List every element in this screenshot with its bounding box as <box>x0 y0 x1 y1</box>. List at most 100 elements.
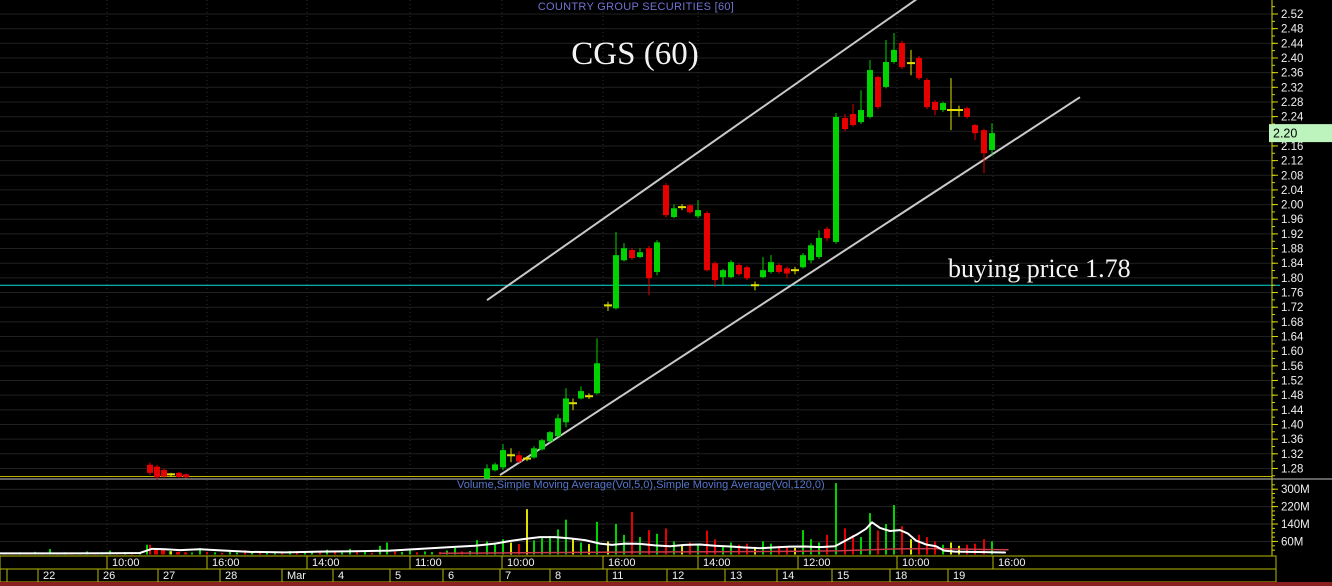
volume-bar <box>266 552 268 555</box>
candle-body <box>547 432 553 442</box>
candle-body <box>972 125 978 134</box>
time-cell-label: 14:00 <box>703 557 731 569</box>
time-cell-label: 16:00 <box>212 557 240 569</box>
time-cell-label: 12:00 <box>803 557 831 569</box>
price-axis-label: 2.04 <box>1281 185 1304 197</box>
time-cell-label: 10:00 <box>902 557 930 569</box>
volume-bar <box>639 537 641 555</box>
volume-bar <box>681 544 683 555</box>
date-cell-label: 7 <box>505 570 511 582</box>
price-axis-label: 2.52 <box>1281 9 1303 21</box>
price-axis-label: 1.32 <box>1281 449 1303 461</box>
date-cell-label: 12 <box>672 570 684 582</box>
volume-bar <box>510 542 512 555</box>
last-price-tag-bg <box>1269 124 1332 143</box>
volume-bar <box>869 513 871 555</box>
volume-bar <box>549 535 551 555</box>
volume-bar <box>648 530 650 555</box>
price-axis-label: 1.36 <box>1281 434 1303 446</box>
volume-bar <box>588 544 590 555</box>
volume-bar <box>983 539 985 555</box>
candle-body <box>492 464 498 471</box>
volume-bar <box>615 524 617 555</box>
volume-bar <box>910 539 912 555</box>
date-cell-label: 26 <box>103 570 115 582</box>
channel-upper-line <box>486 0 918 302</box>
candle-body <box>484 468 490 479</box>
price-axis-label: 1.40 <box>1281 419 1303 431</box>
candle-body <box>147 464 153 473</box>
price-axis-label: 2.24 <box>1281 112 1304 124</box>
volume-bar <box>697 543 699 555</box>
date-cell-label: 15 <box>837 570 849 582</box>
bottom-edge-strip <box>0 582 1332 586</box>
candle-body <box>176 472 182 477</box>
candles <box>147 33 995 480</box>
volume-bar <box>665 528 667 555</box>
volume-bar <box>454 547 456 555</box>
candle-body <box>154 466 160 478</box>
date-cell-label: 22 <box>43 570 55 582</box>
volume-bar <box>730 542 732 555</box>
buying-price-annotation: buying price 1.78 <box>948 254 1131 283</box>
date-cell-label: 6 <box>448 570 454 582</box>
candle-body <box>989 133 995 150</box>
price-axis-label: 2.12 <box>1281 156 1303 168</box>
candle-body <box>704 213 710 271</box>
candle-body <box>899 42 905 68</box>
date-cell-label: 19 <box>953 570 965 582</box>
candle-body <box>808 245 814 261</box>
volume-bar <box>251 552 253 555</box>
symbol-watermark: CGS (60) <box>571 36 699 72</box>
candle-body <box>563 398 569 423</box>
volume-bar <box>236 552 238 555</box>
volume-bar <box>341 552 343 555</box>
volume-bar <box>885 524 887 555</box>
volume-bar <box>191 552 193 555</box>
volume-bar <box>154 547 156 555</box>
volume-bar <box>770 543 772 555</box>
date-cell <box>947 568 1277 583</box>
volume-bar <box>572 539 574 555</box>
date-cell-label: 8 <box>555 570 561 582</box>
volume-bar <box>607 541 609 555</box>
last-price-tag-text: 2.20 <box>1273 127 1297 141</box>
volume-bar <box>163 549 165 555</box>
price-axis-label: 2.44 <box>1281 38 1304 50</box>
price-axis-label: 1.92 <box>1281 229 1303 241</box>
candle-body <box>695 210 701 217</box>
candle-body <box>867 70 873 117</box>
volume-bar <box>156 547 158 555</box>
volume-moving-averages <box>0 521 1009 555</box>
candle-body <box>720 270 726 278</box>
candle-body <box>578 391 584 399</box>
volume-axis-label: 220M <box>1281 502 1310 514</box>
date-cell-label: 28 <box>225 570 237 582</box>
price-axis-label: 1.84 <box>1281 258 1304 270</box>
candle-body <box>516 455 522 462</box>
candle-body <box>744 267 750 279</box>
volume-bar <box>394 551 396 555</box>
price-axis-label: 1.28 <box>1281 463 1303 475</box>
candle-body <box>924 79 930 108</box>
volume-bar <box>926 537 928 555</box>
volume-bar <box>281 552 283 555</box>
volume-bar <box>401 551 403 555</box>
channel-lower-line <box>499 96 1081 476</box>
volume-bar <box>714 539 716 555</box>
price-axis-label: 1.64 <box>1281 332 1304 344</box>
date-cell-label: 27 <box>163 570 175 582</box>
volume-bar <box>826 534 828 555</box>
volume-bar <box>818 542 820 555</box>
candle-body <box>531 448 537 458</box>
price-axis-label: 1.80 <box>1281 273 1303 285</box>
volume-bar <box>502 539 504 555</box>
candle-body <box>875 77 881 108</box>
volume-bar <box>476 540 478 555</box>
date-cell-label: 18 <box>895 570 907 582</box>
price-axis-label: 2.36 <box>1281 68 1303 80</box>
candle-body <box>728 262 734 278</box>
volume-bar <box>852 534 854 555</box>
candle-body <box>663 185 669 216</box>
